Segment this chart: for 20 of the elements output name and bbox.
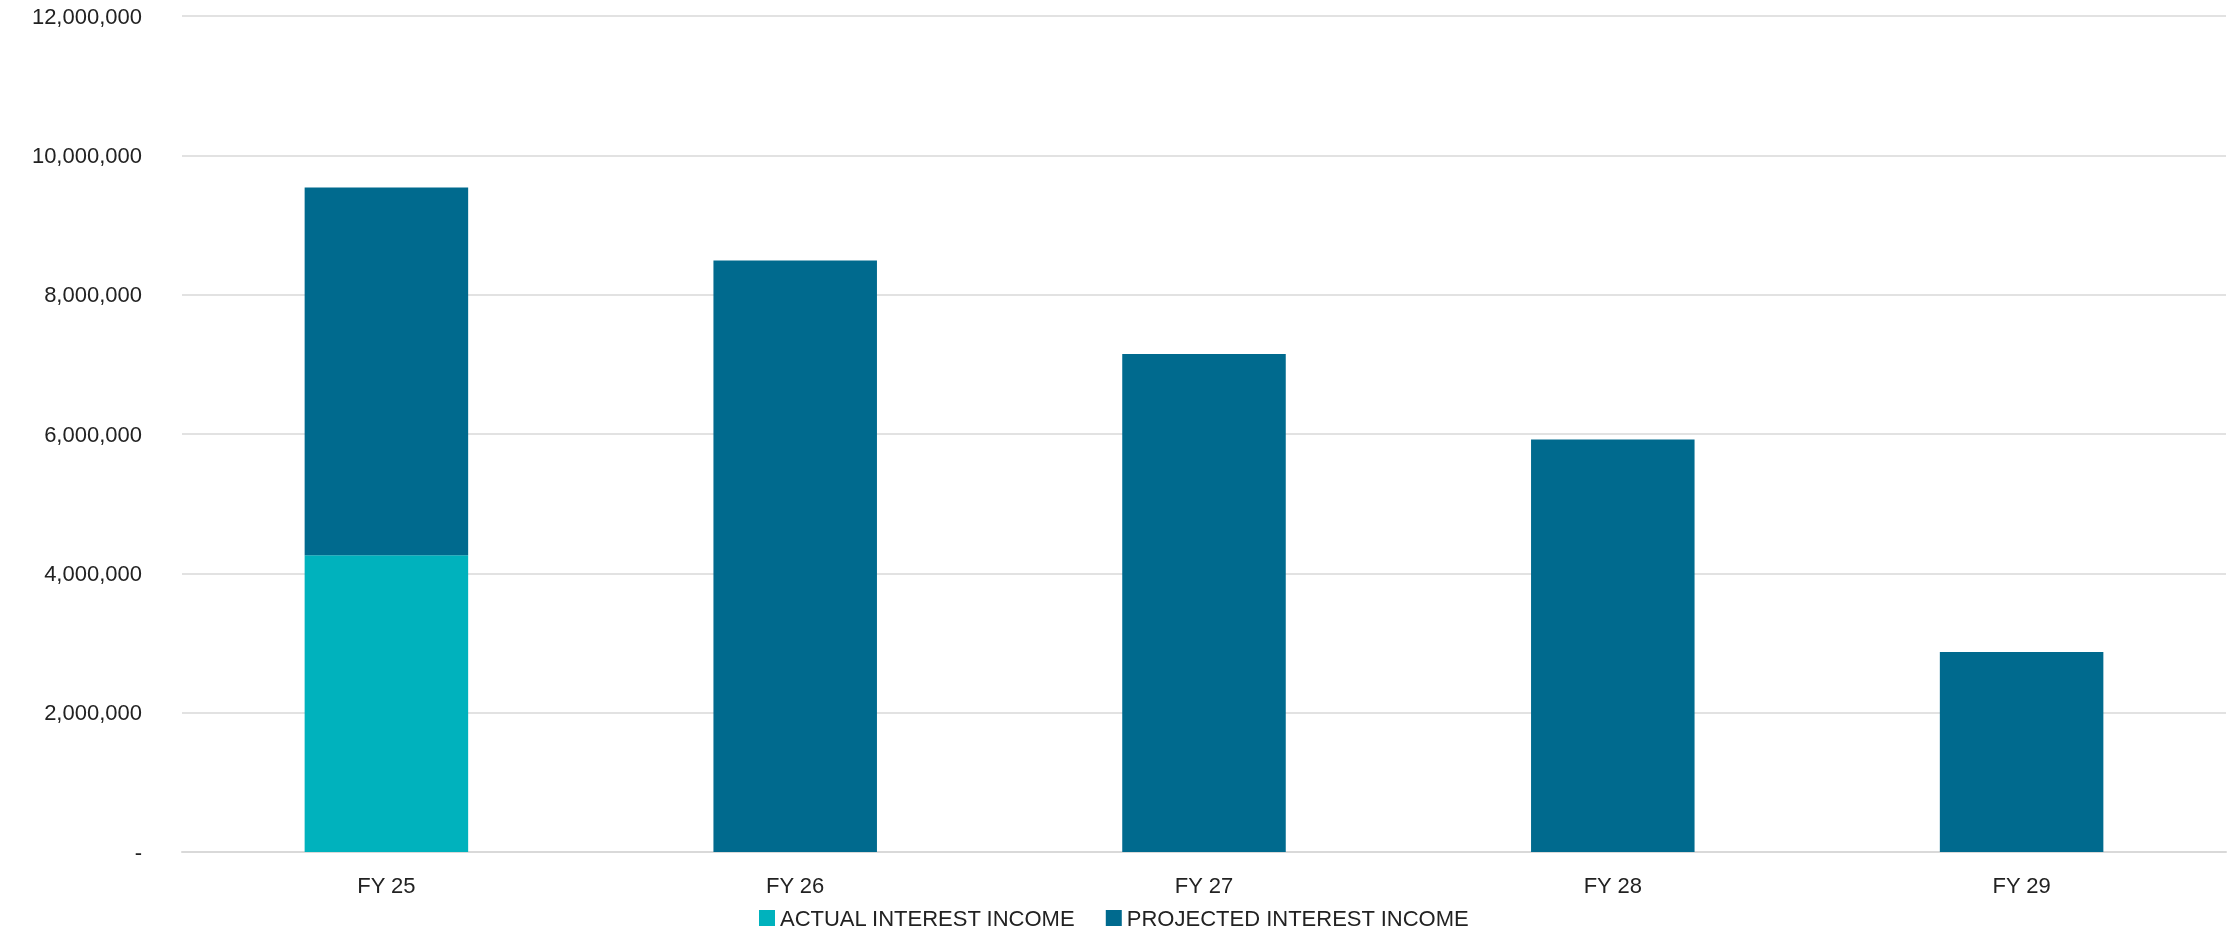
y-tick-label: 4,000,000	[44, 560, 142, 586]
bar	[1939, 652, 2104, 852]
legend-label: PROJECTED INTEREST INCOME	[1126, 905, 1469, 931]
x-tick-label: FY 25	[357, 872, 416, 898]
y-tick-label: 12,000,000	[31, 3, 142, 29]
x-tick-label: FY 27	[1174, 872, 1234, 898]
y-tick-label: -	[134, 839, 142, 865]
bar	[1122, 353, 1286, 852]
bar	[713, 260, 877, 852]
y-tick-label: 8,000,000	[44, 282, 142, 308]
x-tick-label: FY 26	[766, 872, 825, 898]
bar	[304, 555, 469, 852]
y-tick-label: 2,000,000	[44, 700, 142, 726]
y-tick-label: 10,000,000	[31, 142, 142, 168]
bar	[1531, 439, 1695, 852]
x-tick-label: FY 29	[1992, 872, 2051, 898]
y-tick-label: 6,000,000	[44, 421, 142, 447]
legend-label: ACTUAL INTEREST INCOME	[779, 905, 1075, 931]
x-tick-label: FY 28	[1583, 872, 1642, 898]
bar	[304, 187, 469, 556]
